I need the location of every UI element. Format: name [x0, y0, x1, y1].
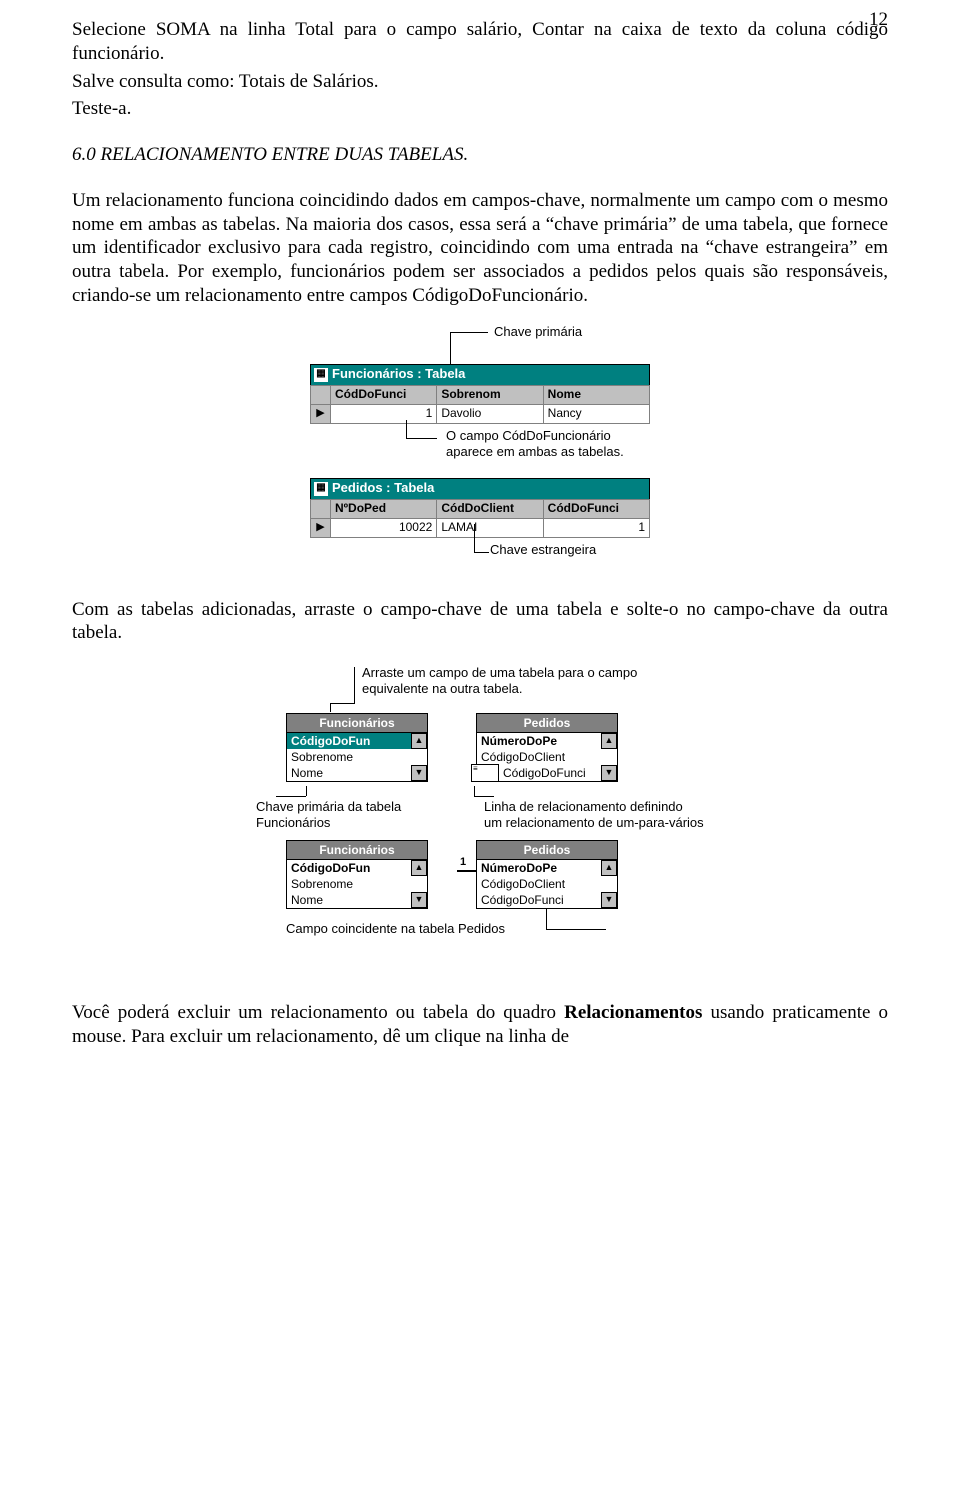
col-header: NºDoPed: [331, 499, 437, 518]
page: 12 Selecione SOMA na linha Total para o …: [0, 0, 960, 1511]
cell: 10022: [331, 518, 437, 537]
header-row: CódDoFunci Sobrenom Nome: [311, 385, 650, 404]
callout-primary-key: Chave primária: [450, 330, 650, 364]
row-selector: ▶: [311, 518, 331, 537]
figure-tables-example: Chave primária ▦ Funcionários : Tabela C…: [310, 330, 650, 564]
paragraph-drag-instruction: Com as tabelas adicionadas, arraste o ca…: [72, 598, 888, 646]
callout-primary-key-label: Chave primária: [494, 324, 582, 340]
field-primary: CódigoDoFun: [287, 733, 427, 749]
callout-drag-field: Arraste um campo de uma tabela para o ca…: [330, 667, 704, 711]
callout-foreign-key: Chave estrangeira: [310, 542, 650, 564]
field: ≡ CódigoDoFunci: [477, 765, 617, 781]
field-primary: CódigoDoFun: [287, 860, 427, 876]
field: Sobrenome: [287, 749, 427, 765]
window-titlebar: ▦ Pedidos : Tabela: [310, 478, 650, 499]
field: CódigoDoClient: [477, 876, 617, 892]
connector-line: [354, 667, 355, 703]
connector-line: [546, 909, 547, 929]
paragraph-soma: Selecione SOMA na linha Total para o cam…: [72, 18, 888, 66]
callout-foreign-key-label: Chave estrangeira: [490, 542, 596, 557]
scroll-up-icon: ▲: [411, 860, 427, 876]
callout-relline-label: Linha de relacionamento definindo um rel…: [484, 799, 704, 830]
drag-cursor-icon: ≡: [471, 764, 499, 782]
cell: 1: [543, 518, 649, 537]
callouts-middle: Chave primária da tabela Funcionários Li…: [256, 790, 704, 830]
paragraph-relationship-intro: Um relacionamento funciona coincidindo d…: [72, 189, 888, 308]
window-title: Funcionários : Tabela: [332, 366, 465, 382]
datasheet-icon: ▦: [314, 368, 328, 382]
window-title: Pedidos : Tabela: [332, 480, 434, 496]
col-header: CódDoClient: [437, 499, 543, 518]
callout-pk-funcionarios: Chave primária da tabela Funcionários: [256, 790, 476, 830]
connector-line: [474, 796, 494, 797]
callout-matching-field-label: Campo coincidente na tabela Pedidos: [286, 921, 505, 937]
scroll-down-icon: ▼: [411, 892, 427, 908]
connector-line: [306, 786, 307, 796]
fieldlist-pedidos: Pedidos NúmeroDoPe CódigoDoClient ≡ Códi…: [476, 713, 618, 782]
field: CódigoDoFunci: [477, 892, 617, 908]
col-header: Sobrenom: [437, 385, 543, 404]
relationship-boxes-drag: Funcionários CódigoDoFun Sobrenome Nome …: [286, 713, 704, 782]
paragraph-delete-relationship: Você poderá excluir um relacionamento ou…: [72, 1001, 888, 1049]
col-header: Nome: [543, 385, 649, 404]
paragraph-save: Salve consulta como: Totais de Salários.: [72, 70, 888, 94]
connector-line: [330, 703, 355, 712]
fieldlist-pedidos: Pedidos NúmeroDoPe CódigoDoClient Código…: [476, 840, 618, 909]
callout-drag-field-label: Arraste um campo de uma tabela para o ca…: [362, 665, 662, 696]
header-row: NºDoPed CódDoClient CódDoFunci: [311, 499, 650, 518]
field: Nome: [287, 765, 427, 781]
connector-line: [276, 796, 306, 797]
field: NúmeroDoPe: [477, 733, 617, 749]
fieldlist-title: Funcionários: [287, 714, 427, 733]
callout-relationship-line: Linha de relacionamento definindo um rel…: [484, 790, 704, 830]
callout-shared-field-label: O campo CódDoFuncionário aparece em amba…: [446, 428, 624, 459]
data-row: ▶ 1 Davolio Nancy: [311, 404, 650, 423]
datasheet-table: CódDoFunci Sobrenom Nome ▶ 1 Davolio Nan…: [310, 385, 650, 424]
text-run: Você poderá excluir um relacionamento ou…: [72, 1002, 564, 1023]
paragraph-test: Teste-a.: [72, 97, 888, 121]
row-selector-header: [311, 385, 331, 404]
cell: Nancy: [543, 404, 649, 423]
scroll-down-icon: ▼: [601, 892, 617, 908]
datasheet-funcionarios: ▦ Funcionários : Tabela CódDoFunci Sobre…: [310, 364, 650, 424]
datasheet-icon: ▦: [314, 482, 328, 496]
heading-6-0: 6.0 RELACIONAMENTO ENTRE DUAS TABELAS.: [72, 143, 888, 167]
connector-line: [474, 524, 489, 553]
scroll-down-icon: ▼: [601, 765, 617, 781]
fieldlist-title: Funcionários: [287, 841, 427, 860]
connector-line: [546, 929, 606, 930]
bold-relacionamentos: Relacionamentos: [564, 1002, 702, 1023]
cell: Davolio: [437, 404, 543, 423]
callout-pk-label: Chave primária da tabela Funcionários: [256, 799, 401, 830]
fieldlist-title: Pedidos: [477, 714, 617, 733]
relationship-boxes-linked: Funcionários CódigoDoFun Sobrenome Nome …: [286, 840, 704, 909]
window-titlebar: ▦ Funcionários : Tabela: [310, 364, 650, 385]
connector-line: [474, 786, 475, 796]
connector-line: [450, 332, 451, 364]
cardinality-one: 1: [460, 856, 466, 870]
scroll-up-icon: ▲: [411, 733, 427, 749]
col-header: CódDoFunci: [331, 385, 437, 404]
cell: LAMAI: [437, 518, 543, 537]
field: Nome: [287, 892, 427, 908]
scroll-up-icon: ▲: [601, 733, 617, 749]
field-label: CódigoDoFunci: [503, 766, 586, 781]
row-selector-header: [311, 499, 331, 518]
callout-shared-field: O campo CódDoFuncionário aparece em amba…: [406, 428, 650, 470]
scroll-down-icon: ▼: [411, 765, 427, 781]
page-number: 12: [869, 8, 888, 32]
field: NúmeroDoPe: [477, 860, 617, 876]
field: Sobrenome: [287, 876, 427, 892]
fieldlist-funcionarios: Funcionários CódigoDoFun Sobrenome Nome …: [286, 840, 428, 909]
field: CódigoDoClient: [477, 749, 617, 765]
fieldlist-funcionarios: Funcionários CódigoDoFun Sobrenome Nome …: [286, 713, 428, 782]
col-header: CódDoFunci: [543, 499, 649, 518]
row-selector: ▶: [311, 404, 331, 423]
figure-relationships-window: Arraste um campo de uma tabela para o ca…: [256, 667, 704, 941]
callout-matching-field: Campo coincidente na tabela Pedidos: [286, 919, 704, 941]
connector-line: [406, 420, 437, 439]
scroll-up-icon: ▲: [601, 860, 617, 876]
fieldlist-title: Pedidos: [477, 841, 617, 860]
connector-line: [450, 332, 488, 333]
